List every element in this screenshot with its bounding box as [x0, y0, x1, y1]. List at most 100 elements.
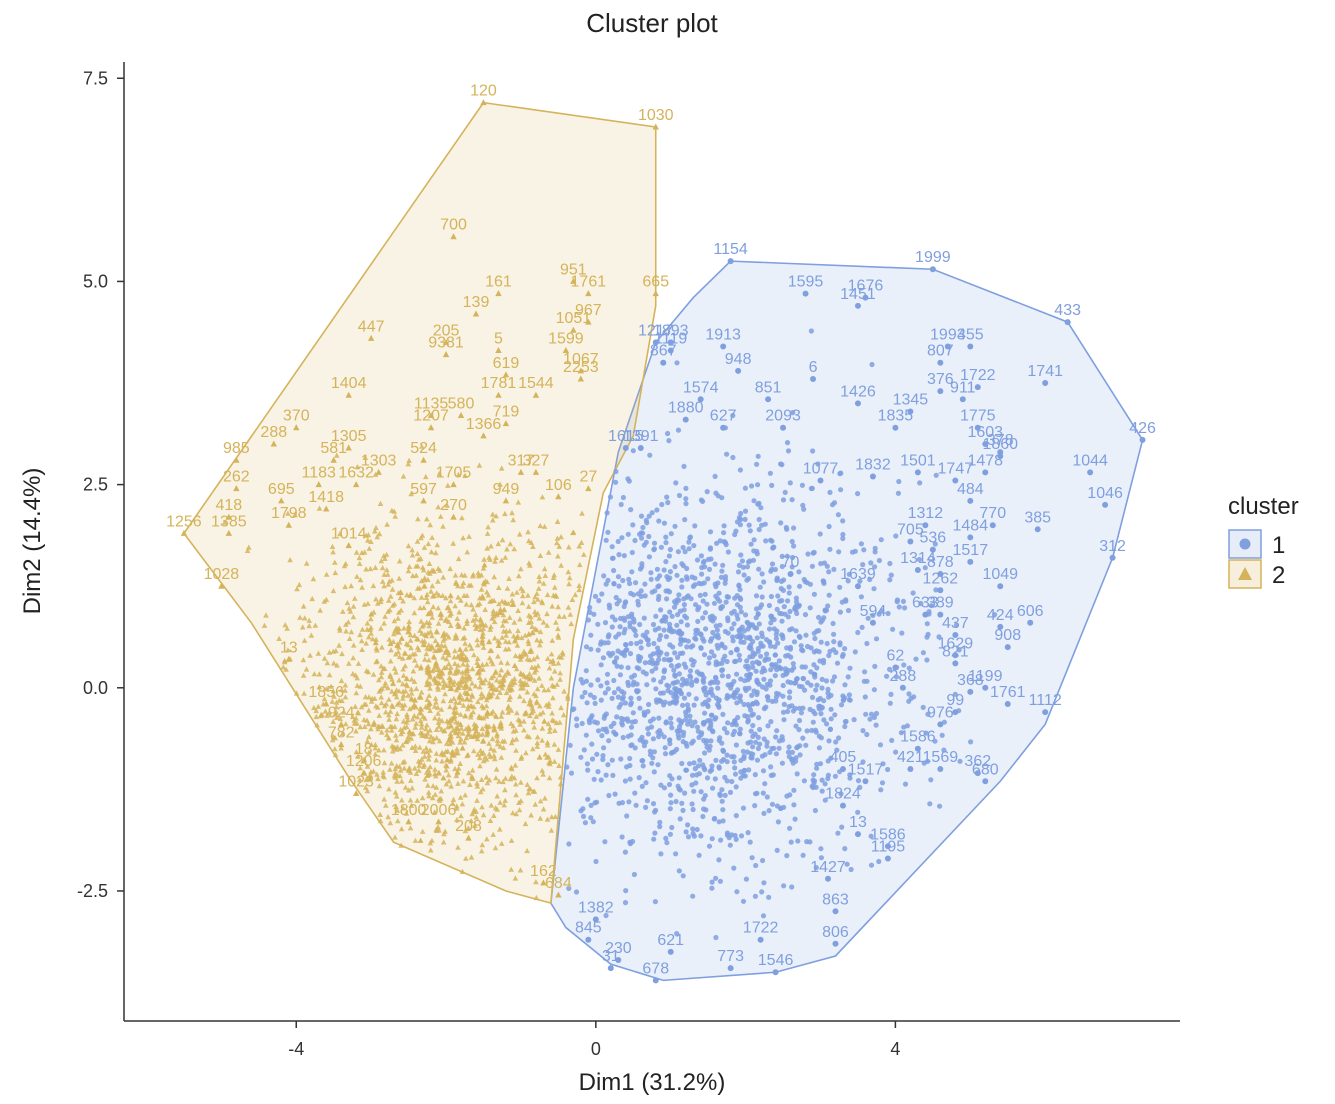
data-point	[366, 749, 372, 755]
data-point	[735, 687, 741, 693]
data-point	[708, 556, 714, 562]
data-point	[459, 868, 466, 874]
labeled-point	[967, 534, 974, 541]
data-point	[443, 781, 450, 787]
point-label: 1781	[481, 375, 517, 392]
data-point	[576, 586, 582, 593]
data-point	[742, 508, 749, 514]
data-point	[426, 692, 432, 698]
data-point	[372, 745, 379, 751]
labeled-point	[869, 473, 876, 480]
data-point	[800, 502, 806, 508]
data-point	[750, 660, 756, 666]
data-point	[720, 562, 726, 568]
data-point	[494, 731, 500, 737]
point-label: 1427	[810, 859, 846, 876]
data-point	[615, 686, 622, 692]
data-point	[623, 888, 629, 894]
data-point	[550, 695, 556, 701]
data-point	[663, 835, 669, 842]
data-point	[454, 615, 461, 621]
data-point	[685, 638, 692, 644]
data-point	[873, 636, 880, 642]
data-point	[565, 604, 572, 610]
data-point	[699, 571, 705, 577]
data-point	[794, 676, 800, 682]
data-point	[831, 639, 837, 645]
labeled-point	[765, 396, 772, 403]
data-point	[666, 553, 673, 559]
data-point	[650, 716, 657, 722]
data-point	[607, 605, 613, 611]
data-point	[628, 732, 634, 738]
data-point	[392, 765, 399, 772]
data-point	[537, 522, 544, 529]
data-point	[514, 634, 520, 640]
data-point	[896, 604, 902, 610]
data-point	[441, 630, 447, 636]
data-point	[514, 642, 521, 648]
data-point	[780, 737, 786, 743]
data-point	[743, 635, 750, 641]
labeled-point	[517, 468, 525, 475]
data-point	[603, 711, 610, 717]
data-point	[638, 530, 644, 536]
data-point	[659, 501, 665, 508]
labeled-point	[757, 936, 764, 943]
data-point	[419, 623, 426, 629]
data-point	[549, 710, 555, 716]
data-point	[738, 639, 744, 645]
data-point	[827, 726, 834, 732]
data-point	[341, 563, 348, 569]
data-point	[817, 531, 823, 537]
data-point	[716, 764, 722, 770]
data-point	[734, 647, 740, 653]
data-point	[301, 637, 308, 643]
data-point	[651, 769, 657, 775]
point-label: 1014	[331, 526, 367, 543]
data-point	[603, 772, 609, 778]
point-label: 62	[887, 647, 905, 664]
data-point	[343, 721, 349, 727]
data-point	[525, 640, 532, 647]
data-point	[402, 663, 408, 669]
point-label: 1217	[638, 322, 674, 339]
data-point	[592, 700, 598, 707]
data-point	[629, 569, 635, 575]
data-point	[778, 805, 784, 811]
data-point	[427, 680, 433, 686]
data-point	[399, 778, 405, 784]
data-point	[524, 781, 531, 787]
data-point	[762, 781, 768, 787]
data-point	[633, 580, 639, 586]
data-point	[531, 677, 538, 683]
labeled-point	[622, 445, 629, 452]
data-point	[737, 726, 743, 732]
data-point	[797, 743, 803, 749]
data-point	[592, 800, 598, 806]
data-point	[845, 674, 851, 680]
data-point	[793, 595, 800, 601]
data-point	[697, 631, 704, 637]
data-point	[396, 677, 402, 683]
data-point	[311, 704, 317, 711]
data-point	[390, 680, 396, 686]
point-label: 1761	[571, 274, 607, 291]
data-point	[583, 668, 589, 674]
labeled-point	[989, 522, 996, 529]
data-point	[483, 774, 490, 780]
data-point	[413, 770, 420, 776]
data-point	[433, 590, 440, 596]
data-point	[408, 690, 415, 696]
data-point	[437, 671, 444, 677]
point-label: 288	[260, 424, 287, 441]
data-point	[839, 653, 846, 660]
data-point	[814, 682, 820, 688]
data-point	[534, 627, 540, 633]
data-point	[456, 609, 462, 615]
data-point	[667, 546, 674, 553]
data-point	[646, 533, 652, 540]
point-label: 208	[455, 818, 482, 835]
data-point	[550, 660, 557, 666]
data-point	[766, 894, 772, 900]
